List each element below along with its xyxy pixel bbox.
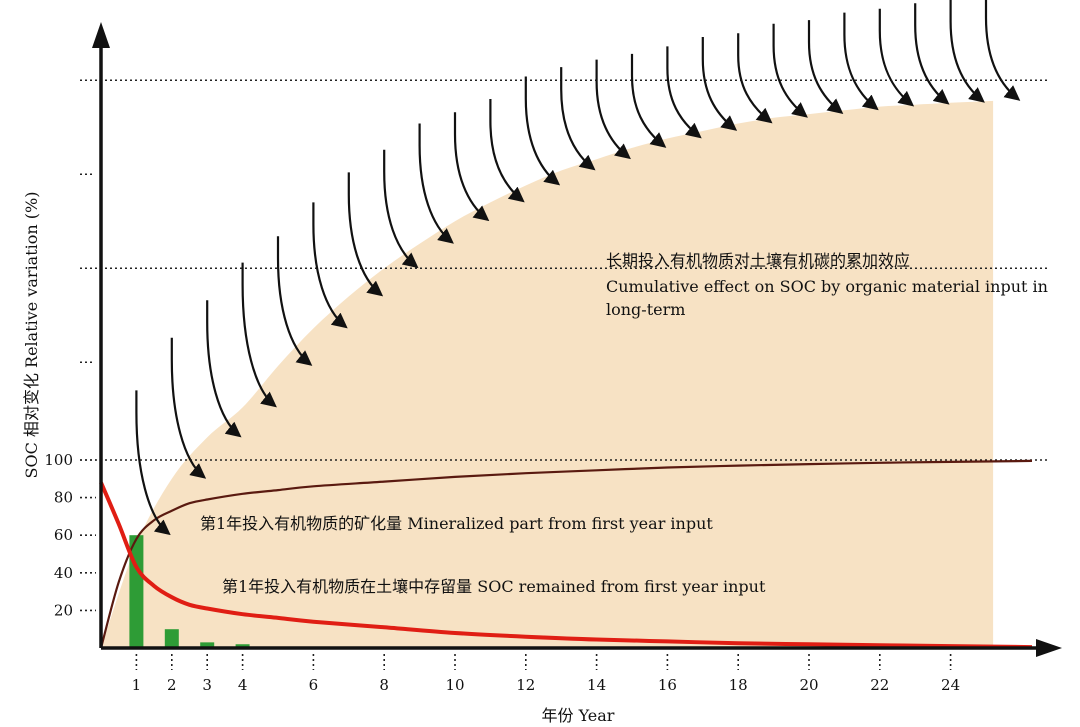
input-pulse-22 [878, 8, 915, 107]
x-tick-label-22: 22 [870, 676, 889, 694]
input-pulse-6 [312, 202, 348, 329]
cumulative-label-en-1: Cumulative effect on SOC by organic mate… [606, 277, 1048, 296]
input-pulse-4 [241, 262, 277, 408]
mineralized-label: 第1年投入有机物质的矿化量 Mineralized part from firs… [200, 514, 713, 533]
x-tick-label-14: 14 [587, 676, 606, 694]
x-tick-label-2: 2 [167, 676, 177, 694]
y-tick-label-60: 60 [54, 526, 73, 544]
remained-curve [99, 481, 1033, 650]
y-axis-arrow [92, 22, 110, 48]
x-tick-label-6: 6 [309, 676, 319, 694]
remained-label: 第1年投入有机物质在土壤中存留量 SOC remained from first… [222, 577, 766, 596]
input-pulse-7 [347, 172, 384, 297]
input-pulse-9 [418, 123, 454, 244]
bar-year-3 [200, 642, 215, 648]
x-tick-label-24: 24 [941, 676, 960, 694]
input-pulse-13 [560, 67, 596, 171]
x-axis-title: 年份 Year [542, 706, 615, 725]
x-axis-arrow [1036, 639, 1062, 657]
y-tick-label-20: 20 [54, 601, 73, 619]
y-tick-label-100: 100 [44, 451, 73, 469]
input-pulse-25 [984, 0, 1021, 101]
input-pulse-18 [737, 33, 773, 124]
y-tick-label-80: 80 [54, 489, 73, 507]
cumulative-effect-area [101, 100, 994, 648]
x-tick-label-4: 4 [238, 676, 248, 694]
cumulative-label-en-2: long-term [606, 300, 685, 319]
input-pulse-1 [135, 390, 171, 536]
bar-year-2 [164, 629, 179, 648]
input-pulse-16 [666, 46, 702, 139]
x-tick-label-10: 10 [445, 676, 464, 694]
input-pulse-24 [949, 0, 985, 103]
x-tick-label-3: 3 [202, 676, 212, 694]
input-pulse-17 [701, 37, 738, 131]
x-tick-label-12: 12 [516, 676, 535, 694]
input-pulse-2 [170, 337, 207, 479]
input-pulse-23 [914, 3, 950, 105]
x-tick-label-16: 16 [658, 676, 677, 694]
input-pulse-3 [206, 300, 242, 438]
input-pulse-19 [772, 23, 808, 118]
x-tick-label-8: 8 [379, 676, 389, 694]
input-pulse-8 [383, 149, 419, 269]
mineralized-curve [99, 459, 1033, 649]
input-pulse-10 [453, 112, 490, 222]
input-pulse-14 [595, 59, 631, 160]
input-pulse-21 [843, 12, 879, 111]
x-tick-label-1: 1 [132, 676, 142, 694]
y-axis-title: SOC 相对变化 Relative variation (%) [22, 192, 41, 479]
input-pulse-11 [489, 99, 525, 203]
y-tick-label-40: 40 [54, 564, 73, 582]
x-tick-label-18: 18 [729, 676, 748, 694]
x-tick-label-20: 20 [799, 676, 818, 694]
bar-year-4 [235, 644, 250, 648]
cumulative-label-zh: 长期投入有机物质对土壤有机碳的累加效应 [606, 251, 910, 270]
input-pulse-12 [524, 76, 561, 186]
input-pulse-15 [630, 53, 667, 148]
input-pulse-20 [807, 20, 844, 115]
input-pulse-5 [276, 236, 313, 366]
